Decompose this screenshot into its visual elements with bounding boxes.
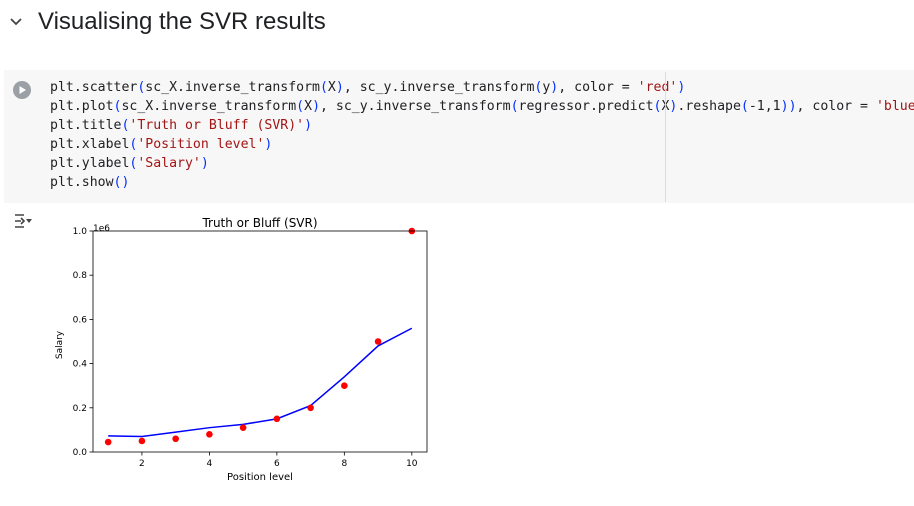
code-token: )	[264, 137, 273, 152]
code-token: )	[669, 99, 678, 114]
code-token: 'Salary'	[137, 156, 201, 171]
code-token: 'blue'	[875, 99, 914, 114]
output-actions-icon[interactable]	[12, 210, 34, 232]
y-tick-label: 0.8	[73, 271, 88, 281]
code-line: plt.show()	[50, 173, 914, 192]
code-token: plt.xlabel	[50, 137, 130, 152]
code-line: plt.xlabel('Position level')	[50, 135, 914, 154]
code-line: plt.title('Truth or Bluff (SVR)')	[50, 116, 914, 135]
data-point	[307, 404, 314, 412]
code-token: , color =	[796, 99, 876, 114]
code-token: , sc_y.inverse_transform	[343, 80, 535, 95]
code-token: (	[113, 99, 122, 114]
code-token: .reshape	[677, 99, 741, 114]
code-token: )	[550, 80, 559, 95]
data-point	[206, 431, 213, 438]
y-tick-label: 0.2	[73, 404, 87, 414]
data-point	[172, 435, 179, 443]
x-tick-label: 2	[139, 459, 145, 469]
code-token: )	[200, 156, 209, 171]
code-token: (	[740, 99, 749, 114]
y-tick-label: 0.6	[73, 315, 88, 325]
data-point	[273, 415, 281, 423]
y-tick-label: 0.4	[73, 360, 88, 370]
code-token: )	[788, 99, 797, 114]
regression-line	[108, 327, 413, 438]
code-token: 'Position level'	[137, 137, 265, 152]
plot-frame	[92, 230, 428, 453]
chart-title: Truth or Bluff (SVR)	[201, 216, 317, 230]
code-token: plt.scatter	[50, 80, 138, 95]
code-line: plt.plot(sc_X.inverse_transform(X), sc_y…	[50, 97, 914, 116]
code-token: (	[129, 137, 138, 152]
code-token: (	[121, 118, 130, 133]
data-point	[239, 424, 247, 431]
code-token: (	[653, 99, 662, 114]
code-line: plt.scatter(sc_X.inverse_transform(X), s…	[50, 78, 914, 97]
section-title: Visualising the SVR results	[38, 8, 326, 35]
code-token: 'Truth or Bluff (SVR)'	[129, 118, 305, 133]
code-token: y	[542, 80, 551, 95]
x-tick-label: 4	[207, 459, 213, 469]
data-point	[374, 338, 382, 345]
code-token: sc_X.inverse_transform	[145, 80, 320, 95]
section-header: Visualising the SVR results	[0, 0, 914, 48]
code-token: )	[312, 99, 321, 114]
code-token: )	[677, 80, 686, 95]
y-tick-label: 1.0	[73, 227, 88, 237]
code-token: )	[780, 99, 789, 114]
code-token: (	[534, 80, 543, 95]
code-token: , color =	[558, 80, 638, 95]
code-token: (	[137, 80, 146, 95]
code-token: (	[296, 99, 305, 114]
code-token: (	[510, 99, 519, 114]
data-point	[104, 438, 112, 446]
code-token: ()	[113, 175, 130, 190]
y-axis-label: Salary	[55, 330, 65, 359]
x-tick-label: 10	[406, 459, 418, 469]
code-token: (	[129, 156, 138, 171]
code-token: plt.title	[50, 118, 122, 133]
svr-chart: Truth or Bluff (SVR) 1e6 Salary Position…	[55, 216, 428, 483]
chevron-down-icon[interactable]	[8, 14, 24, 30]
data-point	[341, 382, 348, 389]
code-token: regressor.predict	[518, 99, 654, 114]
code-editor[interactable]: plt.scatter(sc_X.inverse_transform(X), s…	[50, 78, 914, 192]
code-cell-ruler	[665, 72, 666, 202]
code-token: plt.plot	[50, 99, 114, 114]
code-token: X	[327, 80, 336, 95]
code-token: (	[319, 80, 328, 95]
x-axis-label: Position level	[227, 472, 293, 483]
x-tick-label: 8	[341, 459, 347, 469]
code-token: sc_X.inverse_transform	[121, 99, 297, 114]
run-cell-icon[interactable]	[12, 80, 32, 100]
code-token: plt.show	[50, 175, 114, 190]
data-point	[138, 437, 146, 445]
y-tick-label: 0.0	[73, 448, 88, 458]
code-line: plt.ylabel('Salary')	[50, 154, 914, 173]
code-token: , sc_y.inverse_transform	[320, 99, 511, 114]
code-token: -1,1	[748, 99, 781, 114]
y-offset-text: 1e6	[93, 224, 110, 234]
code-cell[interactable]	[4, 70, 914, 203]
code-token: X	[304, 99, 313, 114]
code-token: )	[335, 80, 344, 95]
code-token: )	[304, 118, 313, 133]
x-tick-label: 6	[274, 459, 280, 469]
code-token: 'red'	[637, 80, 678, 95]
code-token: plt.ylabel	[50, 156, 130, 171]
